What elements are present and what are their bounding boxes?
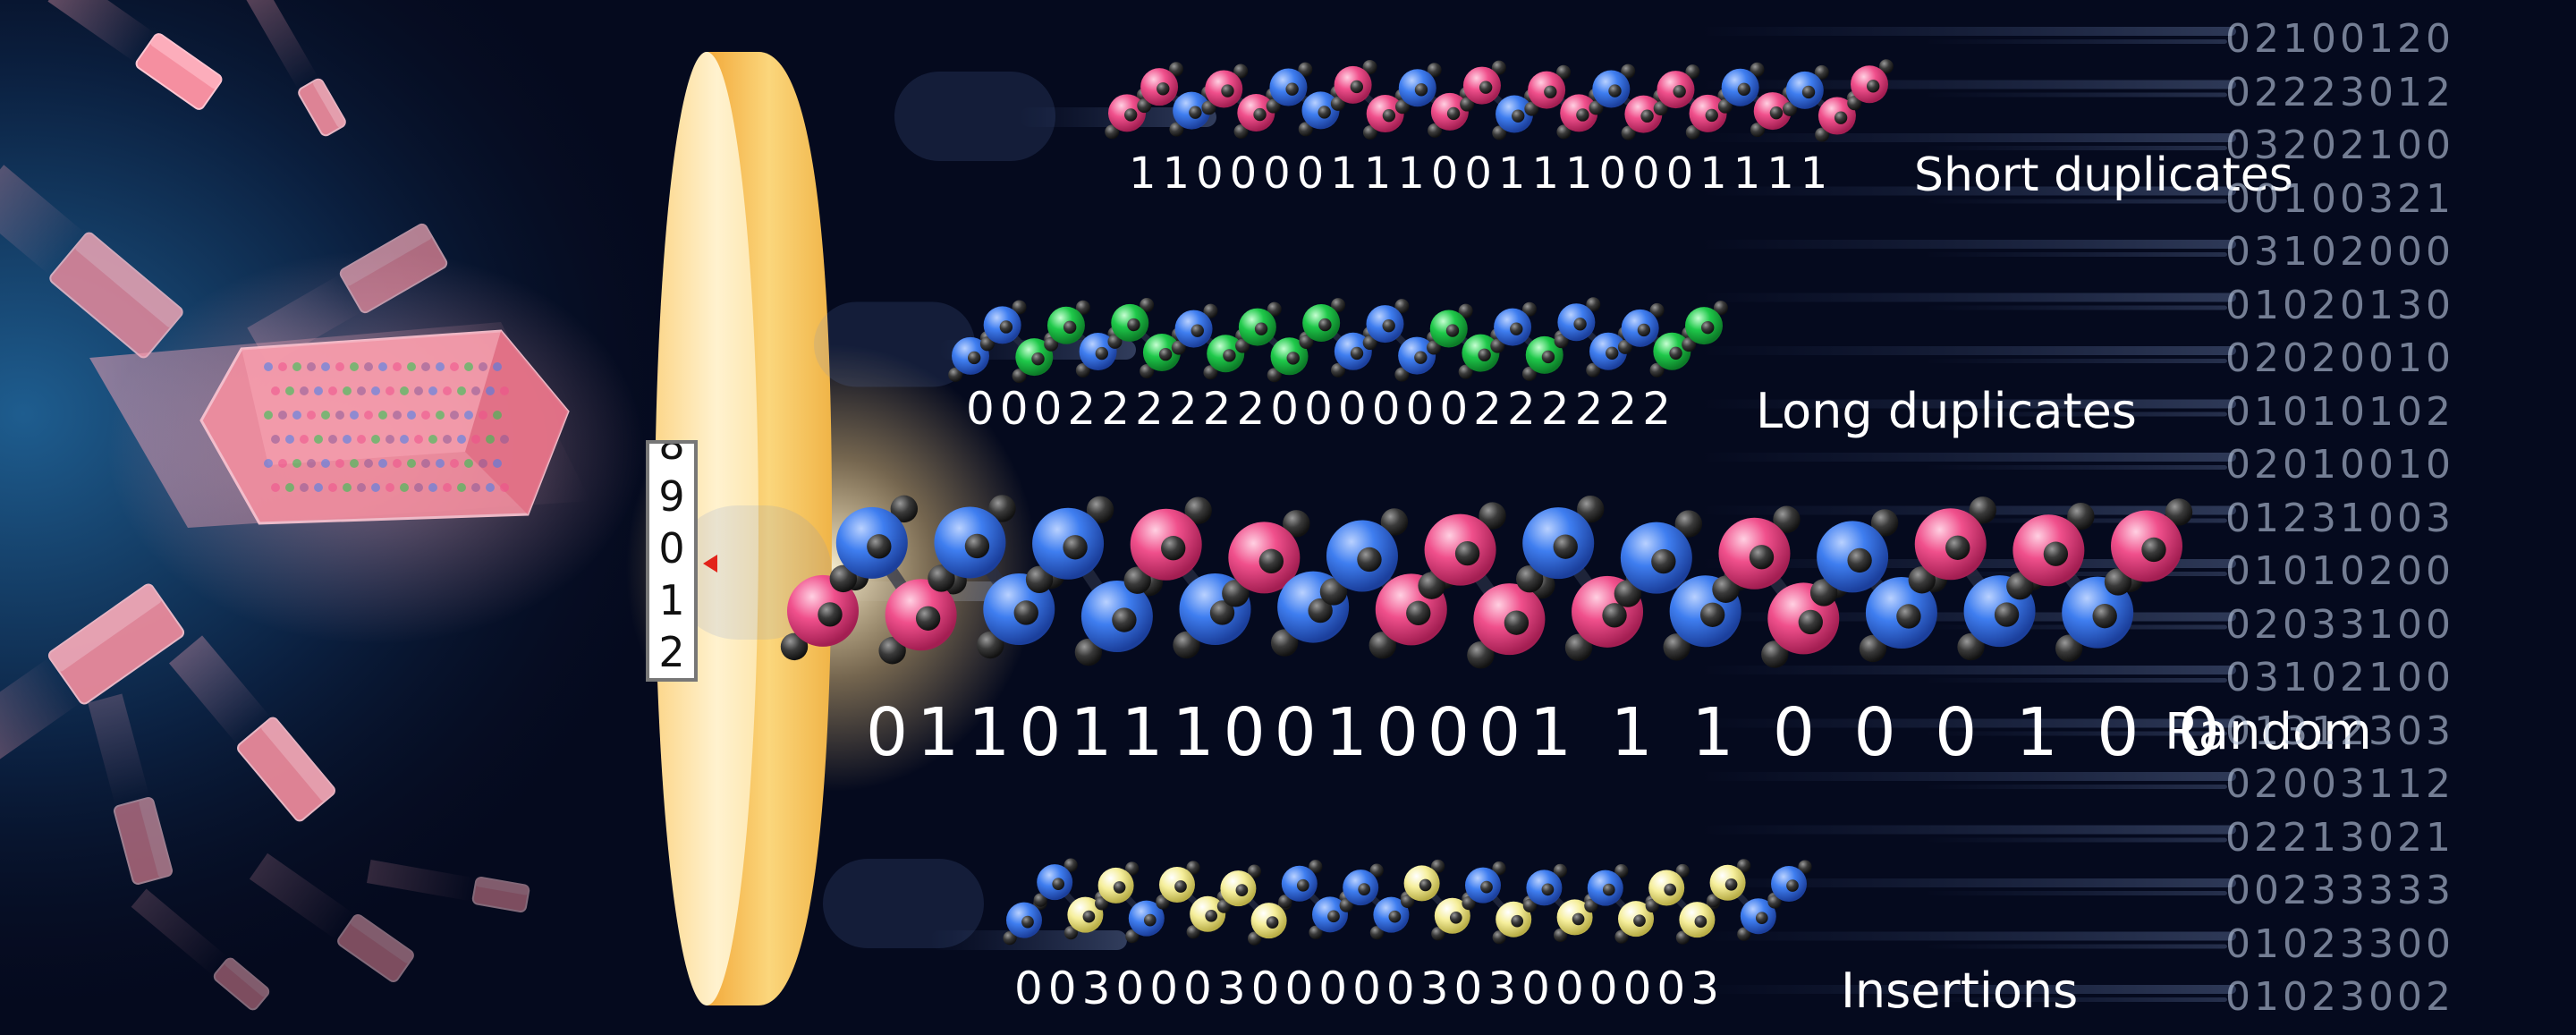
background-code: 01312303 bbox=[2225, 708, 2454, 754]
background-code: 02003112 bbox=[2225, 761, 2454, 807]
background-code: 02100120 bbox=[2225, 16, 2454, 62]
counter-digit: 8 bbox=[658, 440, 685, 469]
polymer-chain bbox=[1003, 858, 1812, 946]
background-code: 02020010 bbox=[2225, 335, 2454, 381]
counter-digit: 9 bbox=[658, 472, 685, 521]
background-code: 02010010 bbox=[2225, 442, 2454, 488]
sequence-code-random: 01101110010001 1 1 0 0 0 1 0 0 bbox=[866, 694, 2229, 771]
sequence-label-long: Long duplicates bbox=[1756, 383, 2137, 439]
background-code: 02033100 bbox=[2225, 601, 2454, 648]
background-code: 01020130 bbox=[2225, 282, 2454, 328]
background-code: 02213021 bbox=[2225, 814, 2454, 861]
sequence-label-short: Short duplicates bbox=[1914, 148, 2293, 202]
crystal-fragments bbox=[0, 0, 530, 1011]
sequence-code-insertions: 003000300000303000003 bbox=[1014, 963, 1725, 1014]
background-code: 01023300 bbox=[2225, 920, 2454, 967]
background-code: 03202100 bbox=[2225, 123, 2454, 168]
polymer-chain bbox=[1105, 59, 1894, 142]
sequence-code-short: 110000111001110001111 bbox=[1129, 148, 1835, 199]
counter-digit: 1 bbox=[658, 576, 685, 624]
counter-pointer-icon bbox=[703, 555, 717, 573]
polymer-chains bbox=[671, 59, 2193, 948]
main-crystal bbox=[89, 250, 644, 644]
background-code: 01010102 bbox=[2225, 388, 2454, 435]
counter-digit: 0 bbox=[658, 524, 685, 573]
sequence-label-insertions: Insertions bbox=[1841, 963, 2079, 1019]
background-code: 01231003 bbox=[2225, 495, 2454, 541]
motion-streaks bbox=[805, 27, 2236, 1002]
background-code: 01023002 bbox=[2225, 974, 2454, 1020]
sequence-code-long: 000222222000000222222 bbox=[966, 383, 1677, 435]
polymer-chain bbox=[780, 495, 2193, 669]
background-code: 03102100 bbox=[2225, 655, 2454, 700]
polymer-chain bbox=[948, 297, 1728, 384]
counter-digit: 2 bbox=[658, 628, 685, 676]
sequence-label-random: Random bbox=[2165, 703, 2372, 761]
background-code: 02223012 bbox=[2225, 69, 2454, 115]
disk bbox=[626, 52, 1038, 1005]
sequence-counter: 8 9 0 1 2 bbox=[646, 440, 698, 682]
background-code: 01010200 bbox=[2225, 548, 2454, 594]
background-code: 00233333 bbox=[2225, 868, 2454, 913]
background-code: 03102000 bbox=[2225, 229, 2454, 275]
background-code: 00100321 bbox=[2225, 175, 2454, 222]
